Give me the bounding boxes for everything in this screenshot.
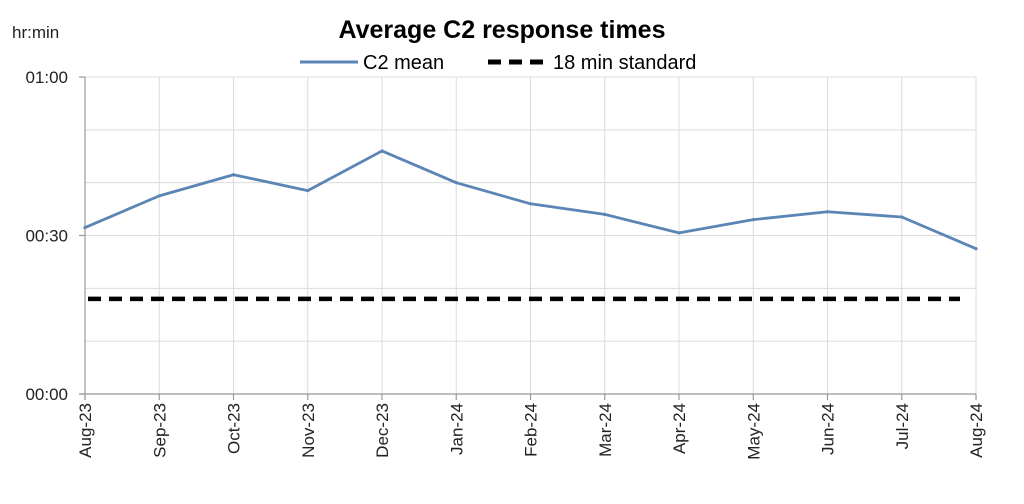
x-tick-label: Dec-23 — [373, 403, 392, 458]
legend-label-18-min-standard: 18 min standard — [553, 52, 696, 74]
data-point-c2-mean — [306, 188, 310, 193]
x-tick-label: Aug-23 — [76, 403, 95, 458]
x-tick-label: Sep-23 — [150, 403, 169, 458]
series — [83, 149, 978, 302]
legend-label-c2-mean: C2 mean — [363, 52, 444, 74]
y-tick-label: 00:30 — [25, 227, 68, 246]
axes — [79, 76, 977, 400]
data-point-c2-mean — [454, 181, 458, 185]
x-tick-label: Feb-24 — [522, 403, 541, 457]
x-tick-label: Jun-24 — [819, 403, 838, 455]
data-point-c2-mean — [825, 210, 830, 214]
data-point-c2-mean — [677, 231, 681, 235]
x-tick-label: Apr-24 — [670, 403, 689, 454]
x-tick-label: Oct-23 — [225, 403, 244, 454]
grid — [85, 76, 977, 394]
chart-title: Average C2 response times — [338, 16, 665, 44]
y-tick-label: 00:00 — [25, 385, 68, 404]
data-point-c2-mean — [974, 247, 978, 251]
x-tick-label: Jan-24 — [447, 403, 466, 455]
data-point-c2-mean — [83, 225, 87, 230]
x-tick-label: Aug-24 — [967, 403, 986, 458]
data-point-c2-mean — [751, 218, 755, 222]
data-point-c2-mean — [380, 149, 384, 153]
x-tick-label: May-24 — [744, 403, 763, 460]
tick-labels: 00:00 00:30 01:00 Aug-23 Sep-23 Oct-23 Nov-23 D… — [25, 68, 986, 460]
data-point-c2-mean — [900, 215, 904, 219]
legend: C2 mean 18 min standard — [300, 52, 696, 74]
data-point-c2-mean — [603, 212, 607, 216]
y-axis-unit-label: hr:min — [12, 23, 59, 42]
x-tick-label: Jul-24 — [893, 403, 912, 449]
x-tick-label: Mar-24 — [596, 403, 615, 457]
x-tick-label: Nov-23 — [299, 403, 318, 458]
data-point-c2-mean — [157, 194, 161, 198]
data-point-c2-mean — [528, 202, 533, 206]
y-tick-label: 01:00 — [25, 68, 68, 87]
data-point-c2-mean — [231, 173, 236, 177]
